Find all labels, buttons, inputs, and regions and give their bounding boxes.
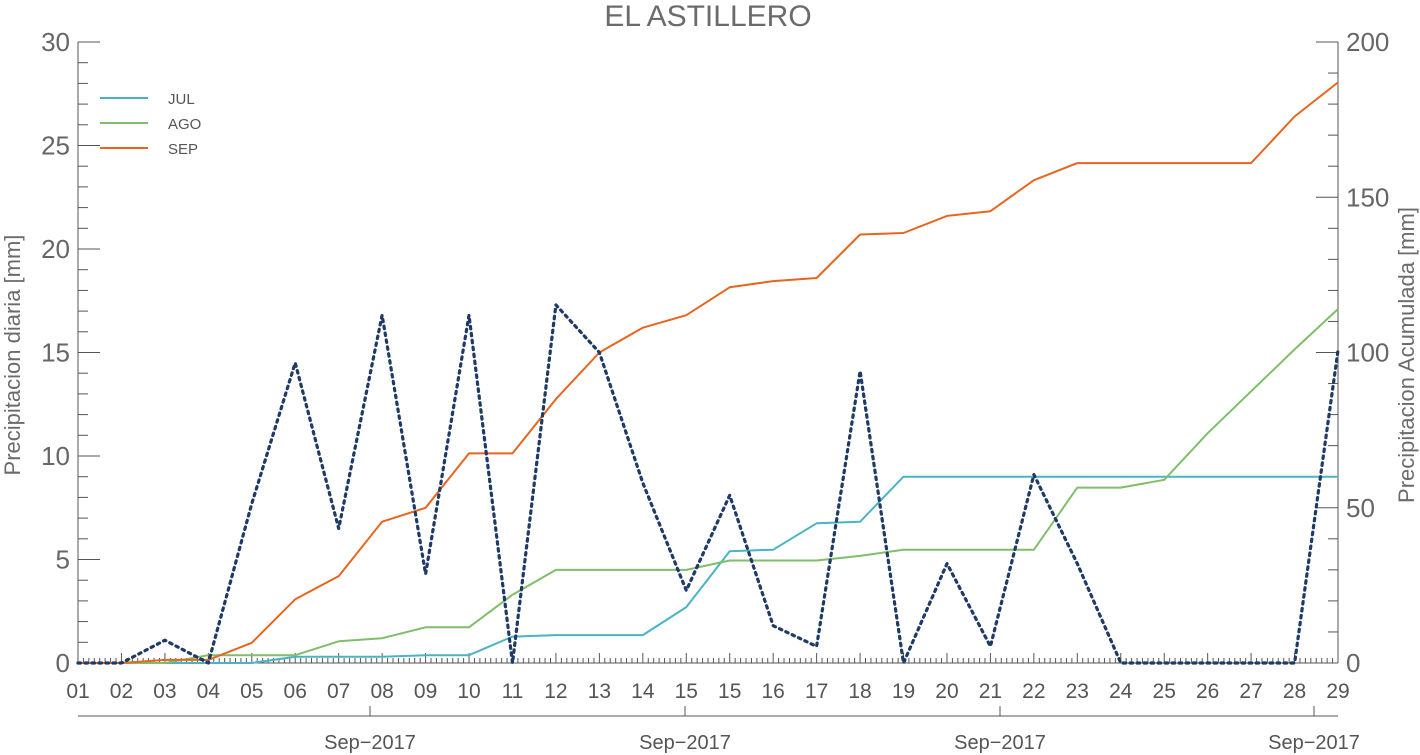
x-tick-label: 04 xyxy=(197,680,221,703)
x-tick-label: 08 xyxy=(370,680,393,703)
plot-frame xyxy=(77,42,1339,664)
secondary-x-axis: Sep−2017 Sep−2017 Sep−2017 Sep−2017 xyxy=(78,706,1360,754)
right-y-axis-label: Precipitacion Acumulada [mm] xyxy=(1394,207,1419,503)
series-line-ago xyxy=(78,308,1339,664)
x-tick-label: 20 xyxy=(935,680,958,703)
x-tick-label: 05 xyxy=(240,680,263,703)
x-tick-label: 10 xyxy=(457,680,480,703)
x-tick-label: 15 xyxy=(718,680,741,703)
left-tick-label: 5 xyxy=(56,545,70,575)
legend: JUL AGO SEP xyxy=(100,91,201,158)
x-tick-label: 15 xyxy=(675,680,698,703)
x-tick-label: 12 xyxy=(544,680,567,703)
x-tick-label: 03 xyxy=(153,680,176,703)
right-tick-label: 100 xyxy=(1346,338,1389,368)
x-tick-label: 28 xyxy=(1283,680,1306,703)
x-tick-label: 07 xyxy=(327,680,350,703)
legend-label-ago: AGO xyxy=(168,116,201,133)
x-tick-label: 23 xyxy=(1066,680,1089,703)
secondary-tick-label: Sep−2017 xyxy=(1268,732,1360,754)
x-tick-label: 02 xyxy=(110,680,133,703)
left-y-axis-label: Precipitacion diaria [mm] xyxy=(0,235,25,476)
right-tick-label: 50 xyxy=(1346,493,1375,523)
x-tick-label: 17 xyxy=(805,680,828,703)
x-tick-label: 25 xyxy=(1153,680,1176,703)
series-line-jul xyxy=(78,475,1338,664)
legend-label-jul: JUL xyxy=(168,91,195,108)
series-line-daily xyxy=(76,303,1340,665)
x-tick-label: 19 xyxy=(892,680,915,703)
x-tick-label: 09 xyxy=(414,680,437,703)
secondary-tick-label: Sep−2017 xyxy=(639,732,731,754)
x-tick-label: 18 xyxy=(848,680,871,703)
left-tick-label: 25 xyxy=(41,131,70,161)
x-tick-label: 26 xyxy=(1196,680,1219,703)
x-axis: 01 02 03 04 05 06 07 08 09 10 11 12 13 14 15 15 16 17 18 19… xyxy=(66,653,1350,703)
x-tick-label: 27 xyxy=(1239,680,1262,703)
left-tick-label: 10 xyxy=(41,441,70,471)
series-line-sep xyxy=(78,81,1339,664)
right-tick-label: 150 xyxy=(1346,182,1389,212)
x-tick-label: 06 xyxy=(284,680,307,703)
legend-label-sep: SEP xyxy=(168,141,198,158)
right-tick-label: 0 xyxy=(1346,648,1360,678)
left-tick-label: 20 xyxy=(41,234,70,264)
chart-title: EL ASTILLERO xyxy=(604,0,811,33)
x-tick-label: 14 xyxy=(631,680,655,703)
x-tick-label: 22 xyxy=(1022,680,1045,703)
series-layer xyxy=(76,81,1340,665)
x-tick-label: 24 xyxy=(1109,680,1133,703)
left-tick-label: 15 xyxy=(41,338,70,368)
x-tick-label: 01 xyxy=(66,680,89,703)
x-tick-label: 13 xyxy=(588,680,611,703)
secondary-tick-label: Sep−2017 xyxy=(954,732,1046,754)
left-tick-label: 30 xyxy=(41,27,70,57)
secondary-tick-label: Sep−2017 xyxy=(324,732,416,754)
right-tick-label: 200 xyxy=(1346,27,1389,57)
left-y-axis: 0 5 10 15 20 25 30 xyxy=(41,27,100,678)
x-tick-label: 16 xyxy=(761,680,784,703)
right-y-axis: 0 50 100 150 200 xyxy=(1316,27,1389,678)
x-tick-label: 21 xyxy=(979,680,1002,703)
x-tick-label: 29 xyxy=(1326,680,1349,703)
x-tick-label: 11 xyxy=(502,680,524,703)
left-tick-label: 0 xyxy=(56,648,70,678)
